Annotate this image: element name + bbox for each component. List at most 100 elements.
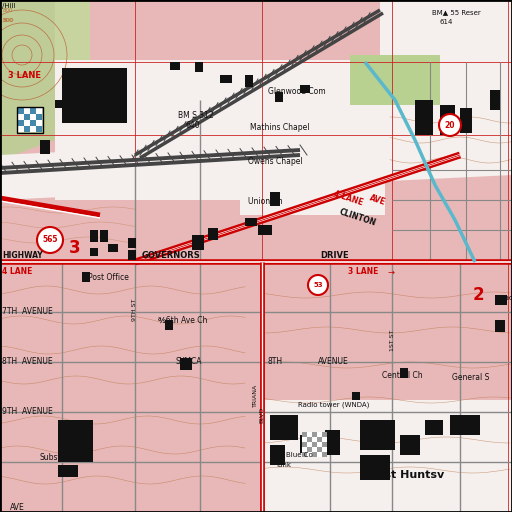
Text: 640: 640: [185, 121, 200, 131]
Bar: [108, 244, 118, 252]
Text: Post Office: Post Office: [88, 273, 129, 283]
Bar: [495, 295, 507, 305]
Text: Central Ch: Central Ch: [382, 371, 422, 379]
Text: 565: 565: [42, 236, 58, 245]
Text: BM▲ 55 Reser: BM▲ 55 Reser: [432, 9, 481, 15]
Text: Radio tower (WNDA): Radio tower (WNDA): [298, 402, 369, 408]
Bar: [82, 272, 90, 282]
Bar: [307, 447, 312, 452]
Bar: [307, 452, 312, 457]
Text: West Huntsv: West Huntsv: [365, 470, 444, 480]
Text: General S: General S: [452, 373, 489, 382]
Bar: [36, 120, 42, 126]
Bar: [270, 415, 298, 440]
Bar: [300, 435, 318, 453]
Bar: [307, 442, 312, 447]
Bar: [260, 400, 512, 512]
Bar: [312, 442, 317, 447]
Text: AVE: AVE: [62, 77, 77, 87]
Bar: [302, 447, 307, 452]
Text: Glenwood Com: Glenwood Com: [268, 88, 326, 96]
Bar: [495, 320, 505, 332]
Bar: [352, 392, 360, 400]
Bar: [322, 437, 327, 442]
Bar: [312, 437, 317, 442]
Bar: [325, 430, 340, 455]
Text: 300: 300: [2, 18, 14, 23]
Text: AVENUE: AVENUE: [318, 357, 349, 367]
Bar: [170, 62, 180, 70]
Text: High Sch: High Sch: [68, 114, 102, 122]
Bar: [307, 432, 312, 437]
Bar: [322, 452, 327, 457]
Text: 2: 2: [472, 286, 484, 304]
Polygon shape: [55, 60, 390, 200]
Bar: [317, 432, 322, 437]
Bar: [302, 442, 307, 447]
Bar: [300, 85, 310, 93]
Bar: [317, 442, 322, 447]
Bar: [322, 442, 327, 447]
Text: SYMCA: SYMCA: [175, 357, 202, 367]
Text: ℁6th Ave Ch: ℁6th Ave Ch: [158, 315, 207, 325]
Polygon shape: [350, 55, 440, 105]
Bar: [180, 358, 192, 370]
Text: BLVD: BLVD: [260, 407, 265, 423]
Bar: [307, 437, 312, 442]
Text: 3: 3: [69, 239, 81, 257]
Bar: [490, 90, 500, 110]
Text: S R Butler: S R Butler: [68, 103, 106, 113]
Bar: [18, 126, 24, 132]
Circle shape: [439, 114, 461, 136]
Bar: [62, 68, 127, 123]
Bar: [322, 432, 327, 437]
Bar: [55, 100, 65, 108]
Text: 9TH  AVENUE: 9TH AVENUE: [2, 408, 53, 416]
Bar: [440, 105, 455, 135]
Bar: [30, 126, 36, 132]
Bar: [360, 420, 395, 450]
Bar: [100, 230, 108, 242]
Text: Tank: Tank: [275, 462, 291, 468]
Bar: [24, 108, 30, 114]
Bar: [450, 415, 480, 435]
Bar: [302, 437, 307, 442]
Text: 1ST ST: 1ST ST: [390, 329, 395, 351]
Bar: [24, 126, 30, 132]
Bar: [270, 445, 285, 465]
Bar: [90, 230, 98, 242]
Bar: [195, 62, 203, 72]
Bar: [128, 250, 136, 260]
Bar: [270, 192, 280, 206]
Polygon shape: [0, 130, 512, 200]
Bar: [55, 60, 390, 110]
Text: 3 LANE: 3 LANE: [8, 71, 41, 79]
Bar: [58, 465, 78, 477]
Bar: [380, 0, 512, 170]
Bar: [302, 432, 307, 437]
Text: CLINTON: CLINTON: [338, 208, 377, 228]
Text: TRIANA: TRIANA: [252, 383, 258, 407]
Bar: [18, 108, 24, 114]
Bar: [400, 368, 408, 378]
Bar: [317, 447, 322, 452]
Text: GOVERNORS: GOVERNORS: [142, 250, 201, 260]
Bar: [220, 75, 232, 83]
Bar: [400, 435, 420, 455]
Text: 800: 800: [3, 17, 15, 23]
Polygon shape: [0, 0, 90, 160]
Bar: [24, 114, 30, 120]
Text: 800: 800: [3, 8, 13, 13]
Text: 8TH  AVENUE: 8TH AVENUE: [2, 357, 53, 367]
Text: 3 LANE: 3 LANE: [348, 267, 378, 276]
Bar: [18, 120, 24, 126]
Bar: [165, 320, 173, 330]
Text: /Hill: /Hill: [2, 3, 16, 9]
Bar: [58, 420, 93, 462]
Bar: [30, 108, 36, 114]
Bar: [36, 114, 42, 120]
Bar: [460, 108, 472, 133]
Text: DRIVE: DRIVE: [320, 250, 349, 260]
Bar: [317, 437, 322, 442]
Bar: [317, 452, 322, 457]
